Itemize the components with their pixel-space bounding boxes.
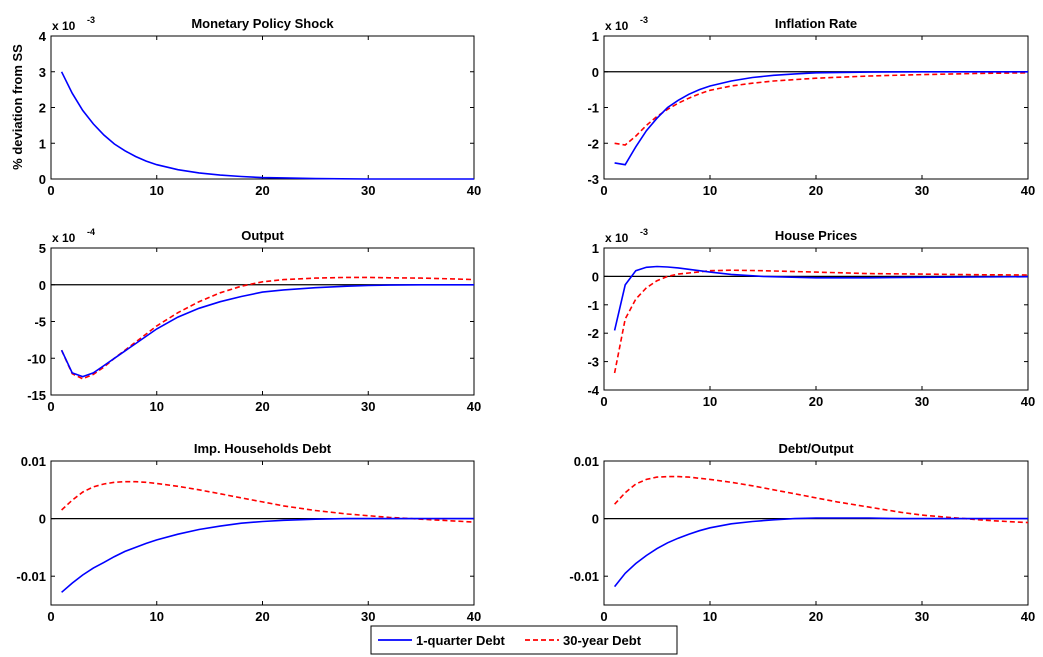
series-line-1-quarter-debt [61, 517, 474, 593]
y-tick-label: -2 [587, 326, 599, 341]
x-tick-label: 30 [915, 394, 929, 409]
x-tick-label: 10 [703, 609, 717, 624]
y-tick-label: -1 [587, 298, 599, 313]
y-tick-label: -0.01 [16, 569, 46, 584]
subplot: 0 10 20 30 40 -15 -10 -5 0 5 x 10 -4 Output [27, 227, 481, 414]
scale-exponent: -4 [87, 227, 95, 237]
y-tick-label: 5 [39, 241, 46, 256]
series-line-30-year-debt [614, 475, 1029, 524]
x-tick-label: 40 [467, 609, 481, 624]
axes-frame [50, 247, 475, 396]
y-tick-label: 0 [39, 172, 46, 187]
x-tick-label: 30 [361, 399, 375, 414]
scale-multiplier: x 10 [52, 19, 76, 33]
subplot-title: Output [241, 228, 284, 243]
x-tick-label: 20 [809, 609, 823, 624]
subplot-title: Inflation Rate [775, 16, 857, 31]
x-tick-label: 10 [150, 609, 164, 624]
x-tick-label: 20 [809, 394, 823, 409]
x-tick-label: 20 [809, 183, 823, 198]
y-tick-label: -3 [587, 355, 599, 370]
x-tick-label: 10 [703, 394, 717, 409]
x-tick-label: 10 [150, 399, 164, 414]
y-tick-label: 0 [39, 512, 46, 527]
x-tick-label: 40 [467, 399, 481, 414]
series-line-30-year-debt [614, 72, 1029, 146]
x-tick-label: 40 [467, 183, 481, 198]
subplot-title: Monetary Policy Shock [191, 16, 334, 31]
y-tick-label: -10 [27, 351, 46, 366]
series-line-1-quarter-debt [60, 71, 474, 180]
y-tick-label: 1 [592, 29, 599, 44]
series-line-1-quarter-debt [614, 71, 1028, 166]
x-tick-label: 30 [915, 183, 929, 198]
x-tick-label: 30 [915, 609, 929, 624]
y-tick-label: 0.01 [21, 454, 46, 469]
legend-label: 1-quarter Debt [416, 633, 506, 648]
y-tick-label: 0 [39, 278, 46, 293]
axes-frame [603, 460, 1029, 606]
x-tick-label: 0 [600, 183, 607, 198]
y-tick-label: 1 [592, 241, 599, 256]
y-tick-label: 2 [39, 101, 46, 116]
series-line-1-quarter-debt [613, 517, 1028, 588]
y-axis-label: % deviation from SS [10, 44, 25, 170]
legend-box [370, 625, 678, 655]
x-tick-label: 20 [255, 183, 269, 198]
x-tick-label: 40 [1021, 609, 1035, 624]
scale-multiplier: x 10 [605, 19, 629, 33]
y-tick-label: -2 [587, 136, 599, 151]
x-tick-label: 40 [1021, 183, 1035, 198]
subplot: 0 10 20 30 40 -3 -2 -1 0 1 x 10 -3 Inflation Rate [587, 15, 1035, 198]
series-line-30-year-debt [61, 480, 475, 523]
subplot: 0 10 20 30 40 -0.01 0 0.01 Debt/Output [569, 441, 1035, 624]
scale-exponent: -3 [640, 15, 648, 25]
x-tick-label: 30 [361, 183, 375, 198]
scale-multiplier: x 10 [605, 231, 629, 245]
axes-frame [603, 247, 1029, 391]
x-tick-label: 0 [47, 183, 54, 198]
x-tick-label: 10 [150, 183, 164, 198]
series-line-30-year-debt [60, 276, 475, 380]
subplot: 0 10 20 30 40 -4 -3 -2 -1 0 1 x 10 -3 House Prices [587, 227, 1035, 409]
y-tick-label: -1 [587, 101, 599, 116]
y-tick-label: 3 [39, 65, 46, 80]
scale-multiplier: x 10 [52, 231, 76, 245]
y-tick-label: 0 [592, 512, 599, 527]
subplot-title: Debt/Output [778, 441, 854, 456]
x-tick-label: 20 [255, 609, 269, 624]
x-tick-label: 30 [361, 609, 375, 624]
y-tick-label: 4 [39, 29, 47, 44]
x-tick-label: 0 [600, 394, 607, 409]
x-tick-label: 10 [703, 183, 717, 198]
subplot-title: House Prices [775, 228, 857, 243]
x-tick-label: 0 [600, 609, 607, 624]
y-tick-label: -4 [587, 383, 599, 398]
y-tick-label: 1 [39, 136, 46, 151]
axes-frame [50, 35, 475, 180]
y-tick-label: -0.01 [569, 569, 599, 584]
subplot-title: Imp. Households Debt [194, 441, 332, 456]
x-tick-label: 20 [255, 399, 269, 414]
y-tick-label: 0.01 [574, 454, 599, 469]
axes-frame [50, 460, 475, 606]
y-tick-label: -3 [587, 172, 599, 187]
series-line-1-quarter-debt [60, 283, 474, 378]
subplot: 0 10 20 30 40 0 1 2 3 4 x 10 -3 Monetary Policy Shoc… [39, 15, 481, 198]
y-tick-label: -15 [27, 388, 46, 403]
series-line-1-quarter-debt [613, 265, 1029, 331]
series-line-30-year-debt [613, 269, 1029, 374]
scale-exponent: -3 [87, 15, 95, 25]
y-tick-label: 0 [592, 269, 599, 284]
legend: 1-quarter Debt 30-year Debt [370, 625, 678, 655]
scale-exponent: -3 [640, 227, 648, 237]
y-tick-label: -5 [34, 315, 46, 330]
y-tick-label: 0 [592, 65, 599, 80]
x-tick-label: 0 [47, 399, 54, 414]
x-tick-label: 40 [1021, 394, 1035, 409]
subplot: 0 10 20 30 40 -0.01 0 0.01 Imp. Households Debt [16, 441, 481, 624]
legend-label: 30-year Debt [563, 633, 642, 648]
x-tick-label: 0 [47, 609, 54, 624]
